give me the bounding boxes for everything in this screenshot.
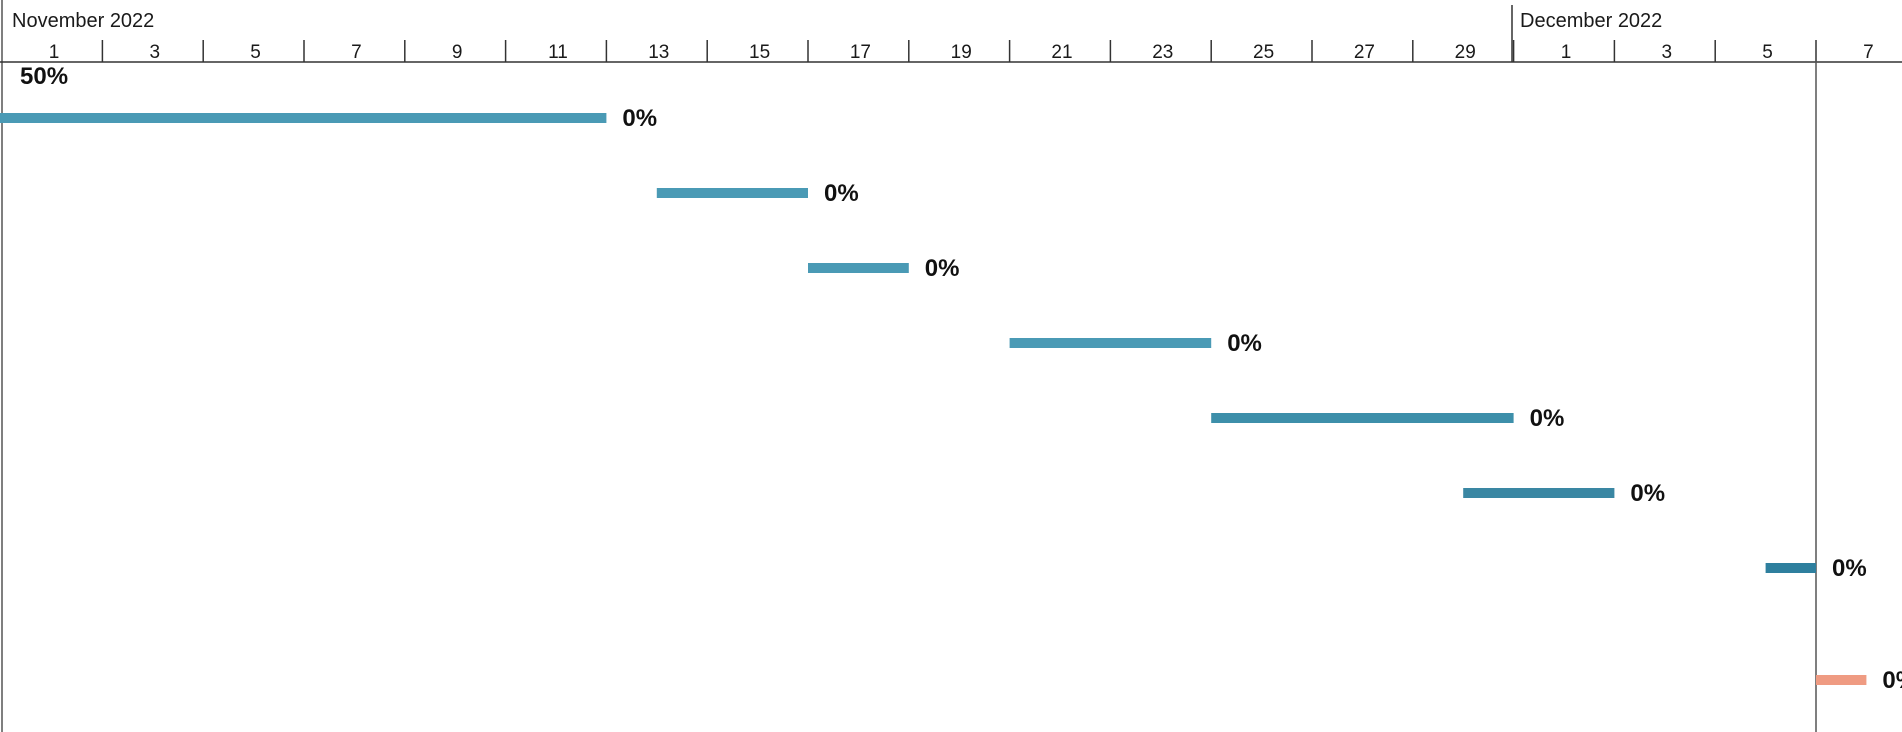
task-progress-label: 0%: [1882, 667, 1902, 694]
task-progress-label: 0%: [925, 255, 960, 282]
date-tick-label: 19: [951, 42, 972, 63]
task-progress-label: 0%: [824, 180, 859, 207]
date-tick-label: 11: [548, 42, 568, 63]
date-tick-label: 1: [49, 42, 60, 63]
task-progress-label: 0%: [1227, 330, 1262, 357]
task-progress-label: 0%: [1530, 405, 1565, 432]
task-progress-label: 0%: [1832, 555, 1867, 582]
month-label-december: December 2022: [1520, 10, 1663, 32]
date-tick-label: 7: [1863, 42, 1874, 63]
date-tick-label: 29: [1455, 42, 1476, 63]
date-tick-label: 25: [1253, 42, 1274, 63]
date-ticks: 1 3 5 7 9 11 13 15 17 19 21 23 25 27 29 1 3 5 7: [49, 40, 1874, 63]
date-tick-label: 5: [250, 42, 261, 63]
task-bar[interactable]: [1211, 413, 1514, 423]
task-bar[interactable]: [0, 113, 607, 123]
month-label-november: November 2022: [12, 10, 155, 32]
date-tick-label: 3: [1662, 42, 1673, 63]
date-tick-label: 21: [1051, 42, 1072, 63]
date-tick-label: 9: [452, 42, 463, 63]
task-progress-label: 0%: [1630, 480, 1665, 507]
task-bar[interactable]: [1765, 563, 1816, 573]
date-tick-label: 15: [749, 42, 770, 63]
date-tick-label: 3: [150, 42, 161, 63]
task-bars: 0% 0% 0% 0% 0% 0% 0% 0%: [0, 105, 1902, 694]
date-tick-label: 7: [351, 42, 362, 63]
date-tick-label: 5: [1762, 42, 1773, 63]
task-bar[interactable]: [1816, 675, 1867, 685]
task-bar[interactable]: [1009, 338, 1212, 348]
date-tick-label: 17: [850, 42, 871, 63]
date-tick-label: 23: [1152, 42, 1173, 63]
summary-progress-label: 50%: [20, 63, 68, 90]
date-tick-label: 27: [1354, 42, 1375, 63]
task-bar[interactable]: [656, 188, 808, 198]
task-progress-label: 0%: [622, 105, 657, 132]
date-tick-label: 13: [648, 42, 669, 63]
task-bar[interactable]: [808, 263, 909, 273]
date-tick-label: 1: [1561, 42, 1572, 63]
task-bar[interactable]: [1463, 488, 1615, 498]
